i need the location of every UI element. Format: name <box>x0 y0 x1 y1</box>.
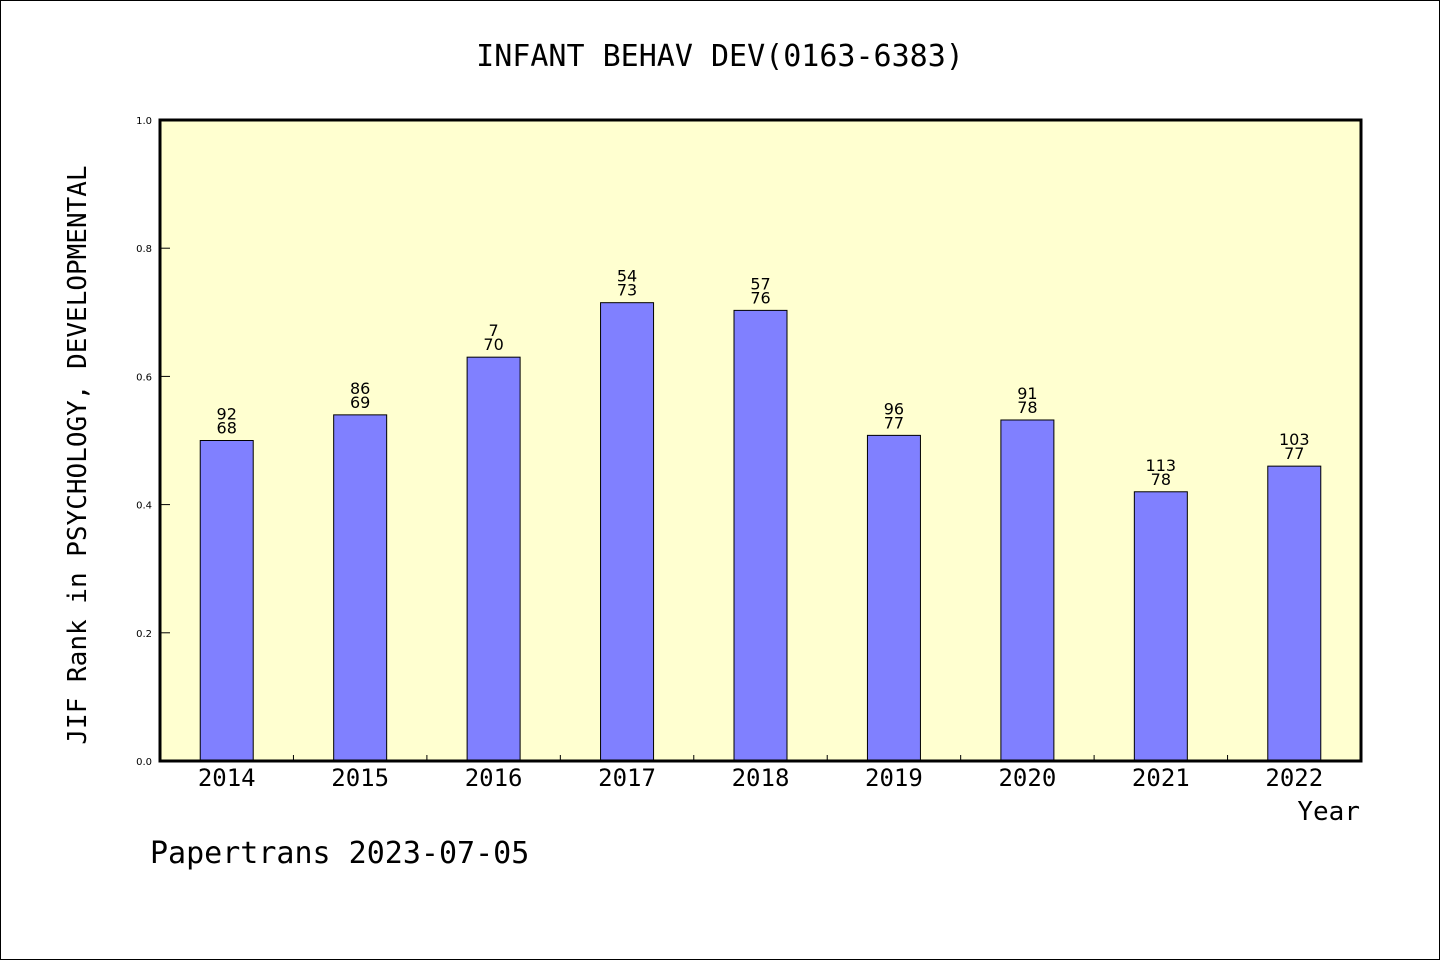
bar-rank-label: 86 <box>350 379 370 398</box>
y-tick-label: 0.4 <box>136 501 152 512</box>
bar-rank-label: 92 <box>217 405 237 424</box>
bar-total-label: 78 <box>1017 398 1037 417</box>
x-tick-label: 2019 <box>865 764 923 792</box>
bar-total-label: 78 <box>1151 470 1171 489</box>
bar-rank-label: 113 <box>1146 456 1177 475</box>
bar-total-label: 70 <box>483 335 503 354</box>
bar-rank-label: 54 <box>617 267 637 286</box>
bar-2015 <box>333 414 388 762</box>
x-tick-label: 2014 <box>198 764 256 792</box>
bar-rank-label: 57 <box>750 274 770 293</box>
bars <box>199 302 1322 762</box>
bar-2017 <box>600 302 655 762</box>
y-tick-label: 0.0 <box>136 757 152 768</box>
bar-rank-label: 96 <box>884 399 904 418</box>
bar-total-label: 69 <box>350 393 370 412</box>
y-tick-label: 0.6 <box>136 372 152 383</box>
x-tick-label: 2015 <box>331 764 389 792</box>
bar-2022 <box>1267 465 1322 762</box>
y-tick-label: 0.8 <box>136 244 152 255</box>
bar-2021 <box>1133 491 1188 762</box>
bar-2014 <box>199 440 254 762</box>
y-tick-label: 0.2 <box>136 629 152 640</box>
bar-2019 <box>866 434 921 762</box>
x-axis-tick-labels: 2014 2015 2016 2017 2018 2019 2020 2021 2022 <box>198 764 1323 792</box>
bar-2018 <box>733 309 788 762</box>
bar-total-label: 77 <box>1284 444 1304 463</box>
x-tick-label: 2016 <box>465 764 523 792</box>
x-tick-label: 2017 <box>598 764 656 792</box>
x-tick-label: 2021 <box>1132 764 1190 792</box>
plot-border <box>158 118 1363 763</box>
bar-total-label: 76 <box>750 288 770 307</box>
bar-total-label: 68 <box>217 419 237 438</box>
x-tick-label: 2018 <box>732 764 790 792</box>
footer-stamp: Papertrans 2023-07-05 <box>150 836 529 871</box>
bar-rank-label: 103 <box>1279 430 1310 449</box>
x-tick-label: 2022 <box>1265 764 1323 792</box>
y-tick-label: 1.0 <box>136 116 152 127</box>
chart-title: INFANT BEHAV DEV(0163-6383) <box>476 39 964 74</box>
bar-total-label: 73 <box>617 281 637 300</box>
bar-total-label: 77 <box>884 413 904 432</box>
bar-2016 <box>466 356 521 762</box>
y-axis-label: JIF Rank in PSYCHOLOGY, DEVELOPMENTAL <box>63 165 93 744</box>
bar-2020 <box>1000 419 1055 762</box>
y-axis-ticks: 0.0 0.2 0.4 0.6 0.8 1.0 <box>136 116 170 768</box>
bar-rank-label: 7 <box>489 321 499 340</box>
bar-rank-label: 91 <box>1017 384 1037 403</box>
x-axis-label: Year <box>1297 797 1360 827</box>
x-tick-label: 2020 <box>998 764 1056 792</box>
